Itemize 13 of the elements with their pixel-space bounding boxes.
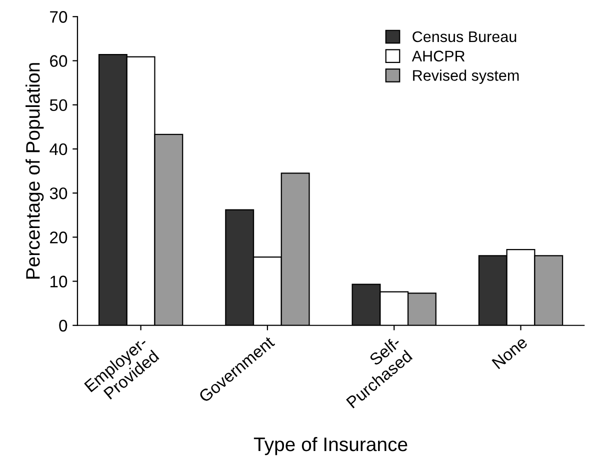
y-tick-label: 40: [50, 143, 68, 156]
y-tick-label: 60: [50, 55, 68, 67]
y-tick-label: 20: [50, 232, 68, 244]
y-tick-label: 30: [50, 187, 68, 200]
legend-label: Census Bureau: [412, 31, 516, 42]
x-axis-title: Type of Insurance: [254, 436, 408, 456]
y-tick-label: 10: [50, 276, 68, 288]
legend-label: AHCPR: [412, 50, 465, 62]
y-axis-title: Percentage of Population: [26, 63, 44, 279]
legend-label: Revised system: [413, 70, 519, 84]
y-tick-label: 50: [50, 99, 68, 112]
y-tick-label: 0: [59, 320, 68, 332]
y-tick-label: 70: [50, 11, 68, 23]
